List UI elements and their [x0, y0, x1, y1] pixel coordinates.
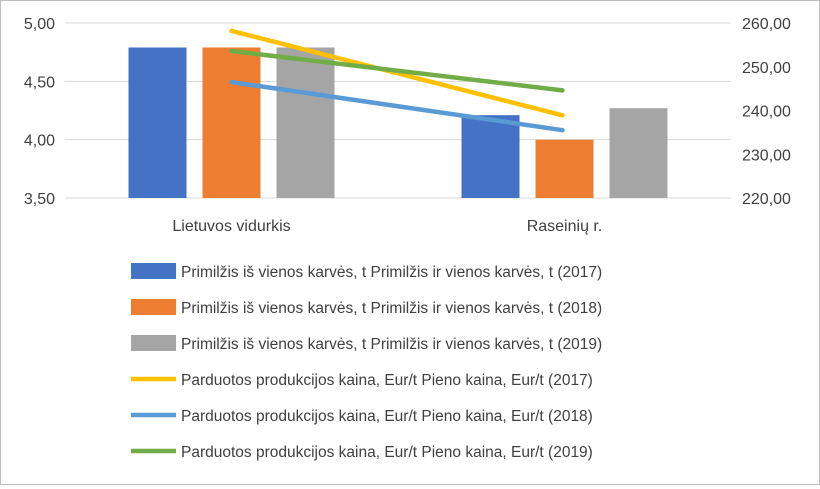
- y-right-tick-label: 240,00: [742, 104, 791, 121]
- lines: [229, 28, 565, 133]
- y-left-tick-label: 3,50: [24, 191, 55, 208]
- y-left-tick-label: 4,00: [24, 133, 55, 150]
- x-category-label: Lietuvos vidurkis: [172, 218, 290, 235]
- y-right-tick-label: 260,00: [742, 16, 791, 33]
- bar: [202, 47, 261, 198]
- legend-label: Primilžis iš vienos karvės, t Primilžis …: [181, 300, 602, 317]
- y-right-tick-label: 230,00: [742, 147, 791, 164]
- legend: Primilžis iš vienos karvės, t Primilžis …: [131, 263, 602, 461]
- legend-swatch: [131, 263, 176, 279]
- bar: [128, 47, 187, 198]
- legend-label: Parduotos produkcijos kaina, Eur/t Pieno…: [181, 444, 593, 461]
- y-right-tick-label: 250,00: [742, 60, 791, 77]
- series-line: [229, 48, 565, 93]
- bar: [461, 115, 520, 198]
- series-line: [229, 79, 565, 133]
- legend-label: Parduotos produkcijos kaina, Eur/t Pieno…: [181, 372, 593, 389]
- legend-label: Primilžis iš vienos karvės, t Primilžis …: [181, 336, 602, 353]
- legend-swatch: [131, 299, 176, 315]
- y-left-tick-label: 5,00: [24, 16, 55, 33]
- bar: [276, 47, 335, 198]
- legend-label: Primilžis iš vienos karvės, t Primilžis …: [181, 264, 602, 281]
- bar: [535, 139, 594, 198]
- y-axis-right: 220,00 230,00 240,00 250,00 260,00: [742, 16, 791, 208]
- legend-swatch: [131, 335, 176, 351]
- legend-label: Parduotos produkcijos kaina, Eur/t Pieno…: [181, 408, 593, 425]
- series-line: [229, 28, 565, 118]
- y-right-tick-label: 220,00: [742, 191, 791, 208]
- bars: [128, 47, 668, 198]
- x-category-label: Raseinių r.: [527, 218, 603, 235]
- x-axis: Lietuvos vidurkis Raseinių r.: [172, 218, 602, 235]
- y-left-tick-label: 4,50: [24, 74, 55, 91]
- bar: [609, 108, 668, 198]
- y-axis-left: 3,50 4,00 4,50 5,00: [24, 16, 55, 208]
